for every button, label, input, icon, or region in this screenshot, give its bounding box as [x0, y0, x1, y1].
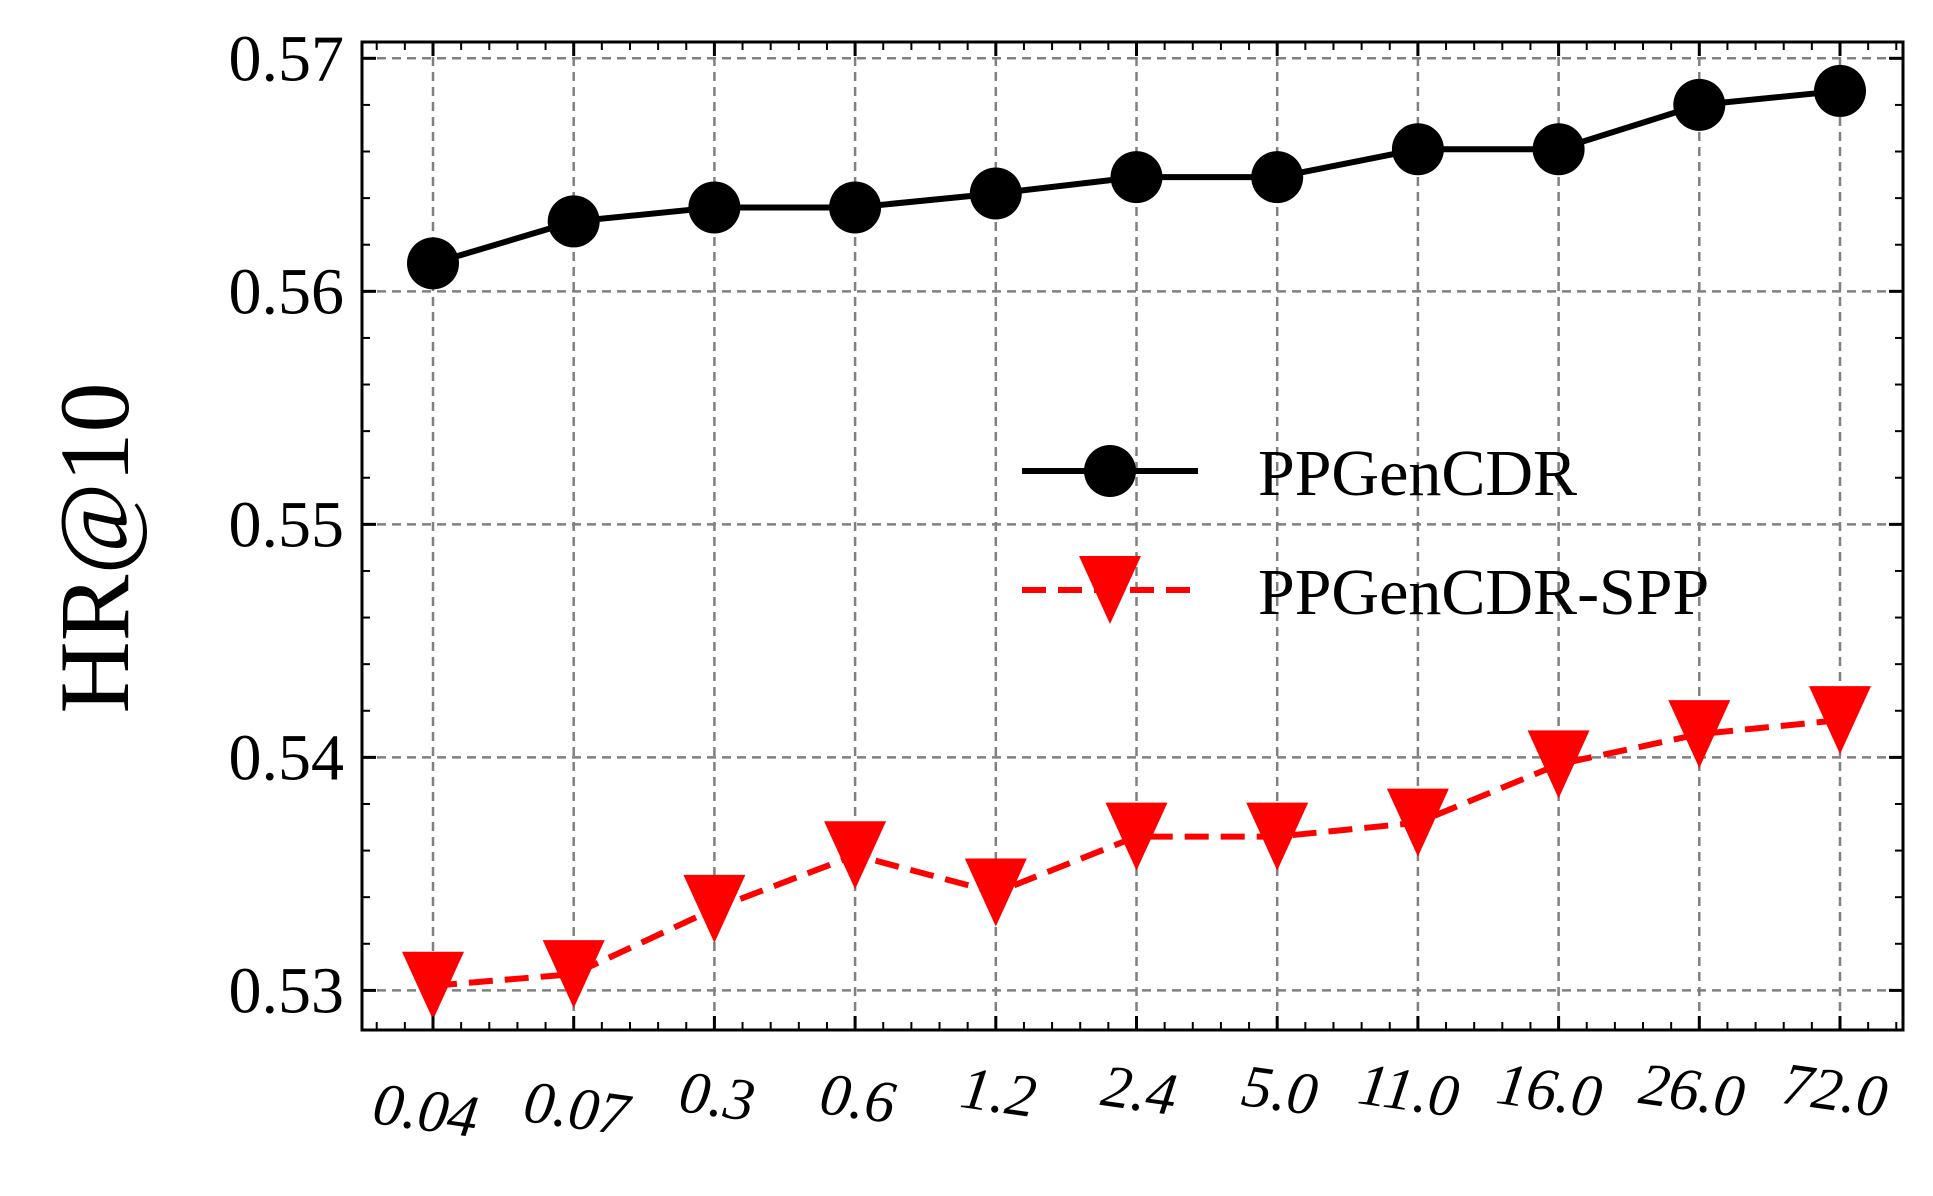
grid	[362, 42, 1903, 1030]
ytick-label: 0.55	[229, 488, 345, 561]
data-point-circle	[829, 181, 882, 234]
data-point-triangle	[1527, 730, 1590, 799]
ytick-label: 0.57	[229, 22, 345, 95]
ytick-label: 0.56	[229, 255, 345, 328]
xtick-label: 0.04	[369, 1070, 482, 1150]
data-point-triangle	[1246, 802, 1309, 871]
xtick-label: 1.2	[957, 1054, 1040, 1130]
series-layer	[402, 64, 1871, 1020]
legend-label-1: PPGenCDR	[1258, 437, 1577, 510]
axes: 0.53 0.54 0.55 0.56 0.57 0.04 0.07 0.3 0.6 1.2 2.4…	[39, 22, 1905, 1150]
plot-background	[362, 42, 1903, 1030]
xtick-label: 16.0	[1493, 1050, 1606, 1130]
data-point-triangle	[1809, 686, 1871, 755]
ytick-label: 0.54	[229, 721, 345, 794]
data-point-circle	[969, 167, 1022, 220]
data-point-circle	[1391, 123, 1444, 176]
data-point-triangle	[964, 858, 1027, 927]
y-axis-label: HR@10	[39, 382, 150, 713]
data-point-triangle	[1105, 802, 1168, 871]
data-point-triangle	[824, 821, 887, 890]
data-point-circle	[1251, 151, 1304, 204]
xtick-label: 0.3	[675, 1058, 758, 1134]
data-point-circle	[547, 195, 600, 248]
legend-marker-circle	[1084, 445, 1136, 497]
data-point-circle	[1110, 151, 1163, 204]
plot-frame	[360, 40, 1905, 1032]
xtick-label: 0.07	[520, 1068, 636, 1148]
xtick-label: 0.6	[816, 1060, 899, 1136]
xtick-label: 2.4	[1098, 1052, 1181, 1128]
data-point-circle	[1532, 123, 1585, 176]
data-point-triangle	[402, 951, 464, 1020]
data-point-triangle	[1386, 788, 1449, 857]
data-point-circle	[1814, 64, 1866, 117]
xtick-label: 11.0	[1354, 1051, 1463, 1130]
data-point-circle	[688, 181, 741, 234]
legend: PPGenCDR PPGenCDR-SPP	[1022, 437, 1709, 629]
xtick-label: 26.0	[1636, 1050, 1749, 1130]
ytick-label: 0.53	[229, 954, 345, 1027]
data-point-triangle	[542, 940, 605, 1009]
data-point-circle	[1673, 78, 1726, 131]
legend-marker-triangle	[1079, 556, 1141, 624]
data-point-circle	[407, 237, 459, 290]
data-point-triangle	[1668, 700, 1731, 769]
data-point-triangle	[683, 874, 746, 943]
xtick-label: 72.0	[1778, 1050, 1891, 1130]
legend-label-2: PPGenCDR-SPP	[1258, 556, 1709, 629]
xtick-label: 5.0	[1238, 1052, 1321, 1128]
